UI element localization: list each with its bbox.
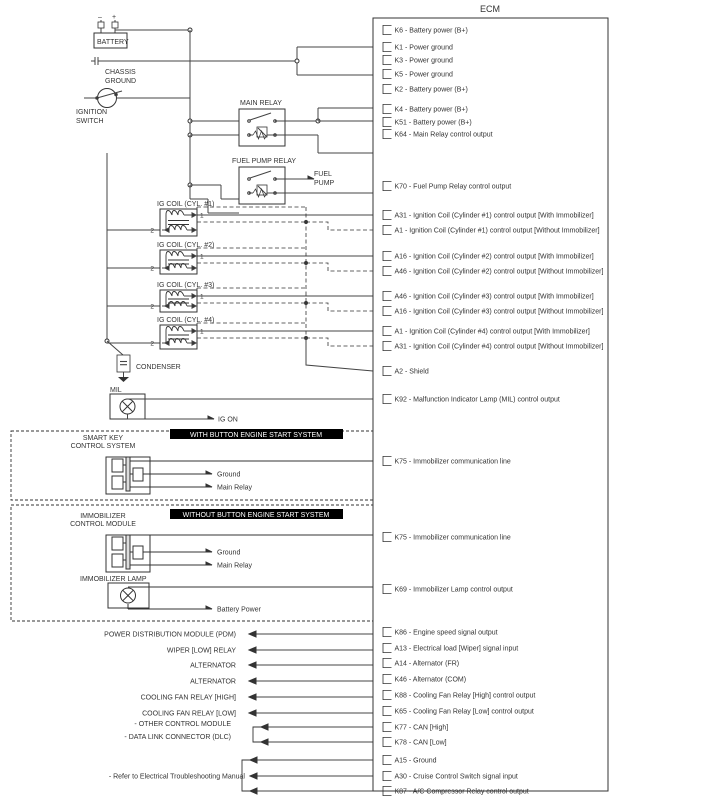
svg-text:K65 - Cooling Fan Relay [Low]: K65 - Cooling Fan Relay [Low] control ou…: [395, 709, 534, 716]
svg-text:Ground: Ground: [217, 550, 240, 557]
svg-text:1: 1: [200, 213, 204, 220]
svg-text:2: 2: [150, 266, 154, 273]
svg-text:WITH BUTTON ENGINE START SYSTE: WITH BUTTON ENGINE START SYSTEM: [190, 432, 322, 439]
svg-text:A16 - Ignition Coil (Cylinder: A16 - Ignition Coil (Cylinder #3) contro…: [395, 309, 604, 316]
svg-text:A46 - Ignition Coil (Cylinder: A46 - Ignition Coil (Cylinder #2) contro…: [395, 269, 604, 276]
svg-text:A1 - Ignition Coil (Cylinder #: A1 - Ignition Coil (Cylinder #1) control…: [395, 228, 600, 235]
svg-text:A15 - Ground: A15 - Ground: [395, 758, 437, 765]
svg-text:K4 - Battery power (B+): K4 - Battery power (B+): [395, 107, 468, 114]
svg-text:K6 - Battery power (B+): K6 - Battery power (B+): [395, 28, 468, 35]
svg-text:K70 - Fuel Pump Relay control: K70 - Fuel Pump Relay control output: [395, 184, 512, 191]
svg-text:K86 - Engine speed signal outp: K86 - Engine speed signal output: [395, 630, 498, 637]
svg-text:A31 - Ignition Coil (Cylinder: A31 - Ignition Coil (Cylinder #1) contro…: [395, 213, 594, 220]
svg-text:- DATA LINK CONNECTOR (DLC): - DATA LINK CONNECTOR (DLC): [124, 734, 231, 741]
svg-text:K46 - Alternator (COM): K46 - Alternator (COM): [395, 677, 467, 684]
svg-text:Ground: Ground: [217, 472, 240, 479]
svg-text:K92 - Malfunction Indicator La: K92 - Malfunction Indicator Lamp (MIL) c…: [395, 397, 560, 404]
svg-text:COOLING FAN RELAY [LOW]: COOLING FAN RELAY [LOW]: [142, 711, 236, 718]
svg-text:A16 - Ignition Coil (Cylinder: A16 - Ignition Coil (Cylinder #2) contro…: [395, 254, 594, 261]
svg-text:K51 - Battery power (B+): K51 - Battery power (B+): [395, 120, 472, 127]
svg-text:COOLING FAN RELAY [HIGH]: COOLING FAN RELAY [HIGH]: [141, 695, 236, 702]
svg-text:K64 - Main Relay control outpu: K64 - Main Relay control output: [395, 132, 493, 139]
svg-text:FUEL: FUEL: [314, 171, 332, 178]
svg-text:2: 2: [150, 304, 154, 311]
svg-text:+: +: [112, 14, 116, 21]
svg-text:CHASSIS: CHASSIS: [105, 69, 136, 76]
svg-text:A13 - Electrical load [Wiper]: A13 - Electrical load [Wiper] signal inp…: [395, 646, 519, 653]
svg-text:FUEL PUMP RELAY: FUEL PUMP RELAY: [232, 158, 296, 165]
svg-text:K77 - CAN [High]: K77 - CAN [High]: [395, 725, 449, 732]
svg-text:K5 - Power ground: K5 - Power ground: [395, 72, 453, 79]
svg-text:SMART KEY: SMART KEY: [83, 435, 124, 442]
svg-text:Battery Power: Battery Power: [217, 607, 262, 614]
svg-text:K2 - Battery power (B+): K2 - Battery power (B+): [395, 87, 468, 94]
svg-text:IG ON: IG ON: [218, 417, 238, 424]
svg-text:1: 1: [200, 254, 204, 261]
svg-text:WITHOUT BUTTON ENGINE START SY: WITHOUT BUTTON ENGINE START SYSTEM: [183, 512, 330, 519]
svg-text:1: 1: [200, 329, 204, 336]
svg-text:K75 - Immobilizer communicatio: K75 - Immobilizer communication line: [395, 535, 511, 542]
svg-text:A14 - Alternator (FR): A14 - Alternator (FR): [395, 661, 460, 668]
svg-text:IMMOBILIZER LAMP: IMMOBILIZER LAMP: [80, 576, 147, 583]
svg-text:K75 - Immobilizer communicatio: K75 - Immobilizer communication line: [395, 459, 511, 466]
svg-text:A31 - Ignition Coil (Cylinder: A31 - Ignition Coil (Cylinder #4) contro…: [395, 344, 604, 351]
svg-text:POWER DISTRIBUTION MODULE (PDM: POWER DISTRIBUTION MODULE (PDM): [104, 632, 236, 639]
svg-text:CONTROL MODULE: CONTROL MODULE: [70, 521, 136, 528]
svg-text:A1 - Ignition Coil (Cylinder #: A1 - Ignition Coil (Cylinder #4) control…: [395, 329, 590, 336]
svg-text:ALTERNATOR: ALTERNATOR: [190, 663, 236, 670]
svg-text:MIL: MIL: [110, 387, 122, 394]
svg-text:- OTHER CONTROL MODULE: - OTHER CONTROL MODULE: [134, 721, 231, 728]
svg-text:ALTERNATOR: ALTERNATOR: [190, 679, 236, 686]
svg-text:K1 - Power ground: K1 - Power ground: [395, 45, 453, 52]
svg-text:WIPER [LOW] RELAY: WIPER [LOW] RELAY: [167, 648, 236, 655]
svg-text:Main Relay: Main Relay: [217, 485, 253, 492]
svg-text:ECM: ECM: [480, 4, 500, 14]
svg-text:A30 - Cruise Control Switch si: A30 - Cruise Control Switch signal input: [395, 774, 518, 781]
svg-text:PUMP: PUMP: [314, 180, 335, 187]
svg-text:1: 1: [200, 294, 204, 301]
svg-text:IGNITION: IGNITION: [76, 109, 107, 116]
svg-text:- Refer to Electrical Troubles: - Refer to Electrical Troubleshooting Ma…: [109, 774, 246, 781]
svg-text:K78 - CAN [Low]: K78 - CAN [Low]: [395, 740, 447, 747]
svg-text:K69 - Immobilizer Lamp control: K69 - Immobilizer Lamp control output: [395, 587, 513, 594]
svg-text:IMMOBILIZER: IMMOBILIZER: [80, 513, 126, 520]
svg-text:GROUND: GROUND: [105, 78, 136, 85]
svg-text:CONTROL SYSTEM: CONTROL SYSTEM: [71, 443, 136, 450]
svg-text:A46 - Ignition Coil (Cylinder: A46 - Ignition Coil (Cylinder #3) contro…: [395, 294, 594, 301]
svg-text:2: 2: [150, 341, 154, 348]
svg-text:A2 - Shield: A2 - Shield: [395, 369, 429, 376]
svg-text:SWITCH: SWITCH: [76, 118, 104, 125]
svg-text:CONDENSER: CONDENSER: [136, 364, 181, 371]
svg-text:K87 - A/C Compressor Relay con: K87 - A/C Compressor Relay control outpu…: [395, 789, 529, 796]
svg-text:–: –: [98, 14, 102, 21]
svg-text:K3 - Power ground: K3 - Power ground: [395, 58, 453, 65]
svg-text:BATTERY: BATTERY: [97, 39, 129, 46]
svg-text:2: 2: [150, 228, 154, 235]
svg-text:Main Relay: Main Relay: [217, 563, 253, 570]
svg-text:K88 - Cooling Fan Relay [High]: K88 - Cooling Fan Relay [High] control o…: [395, 693, 536, 700]
svg-text:MAIN RELAY: MAIN RELAY: [240, 100, 282, 107]
